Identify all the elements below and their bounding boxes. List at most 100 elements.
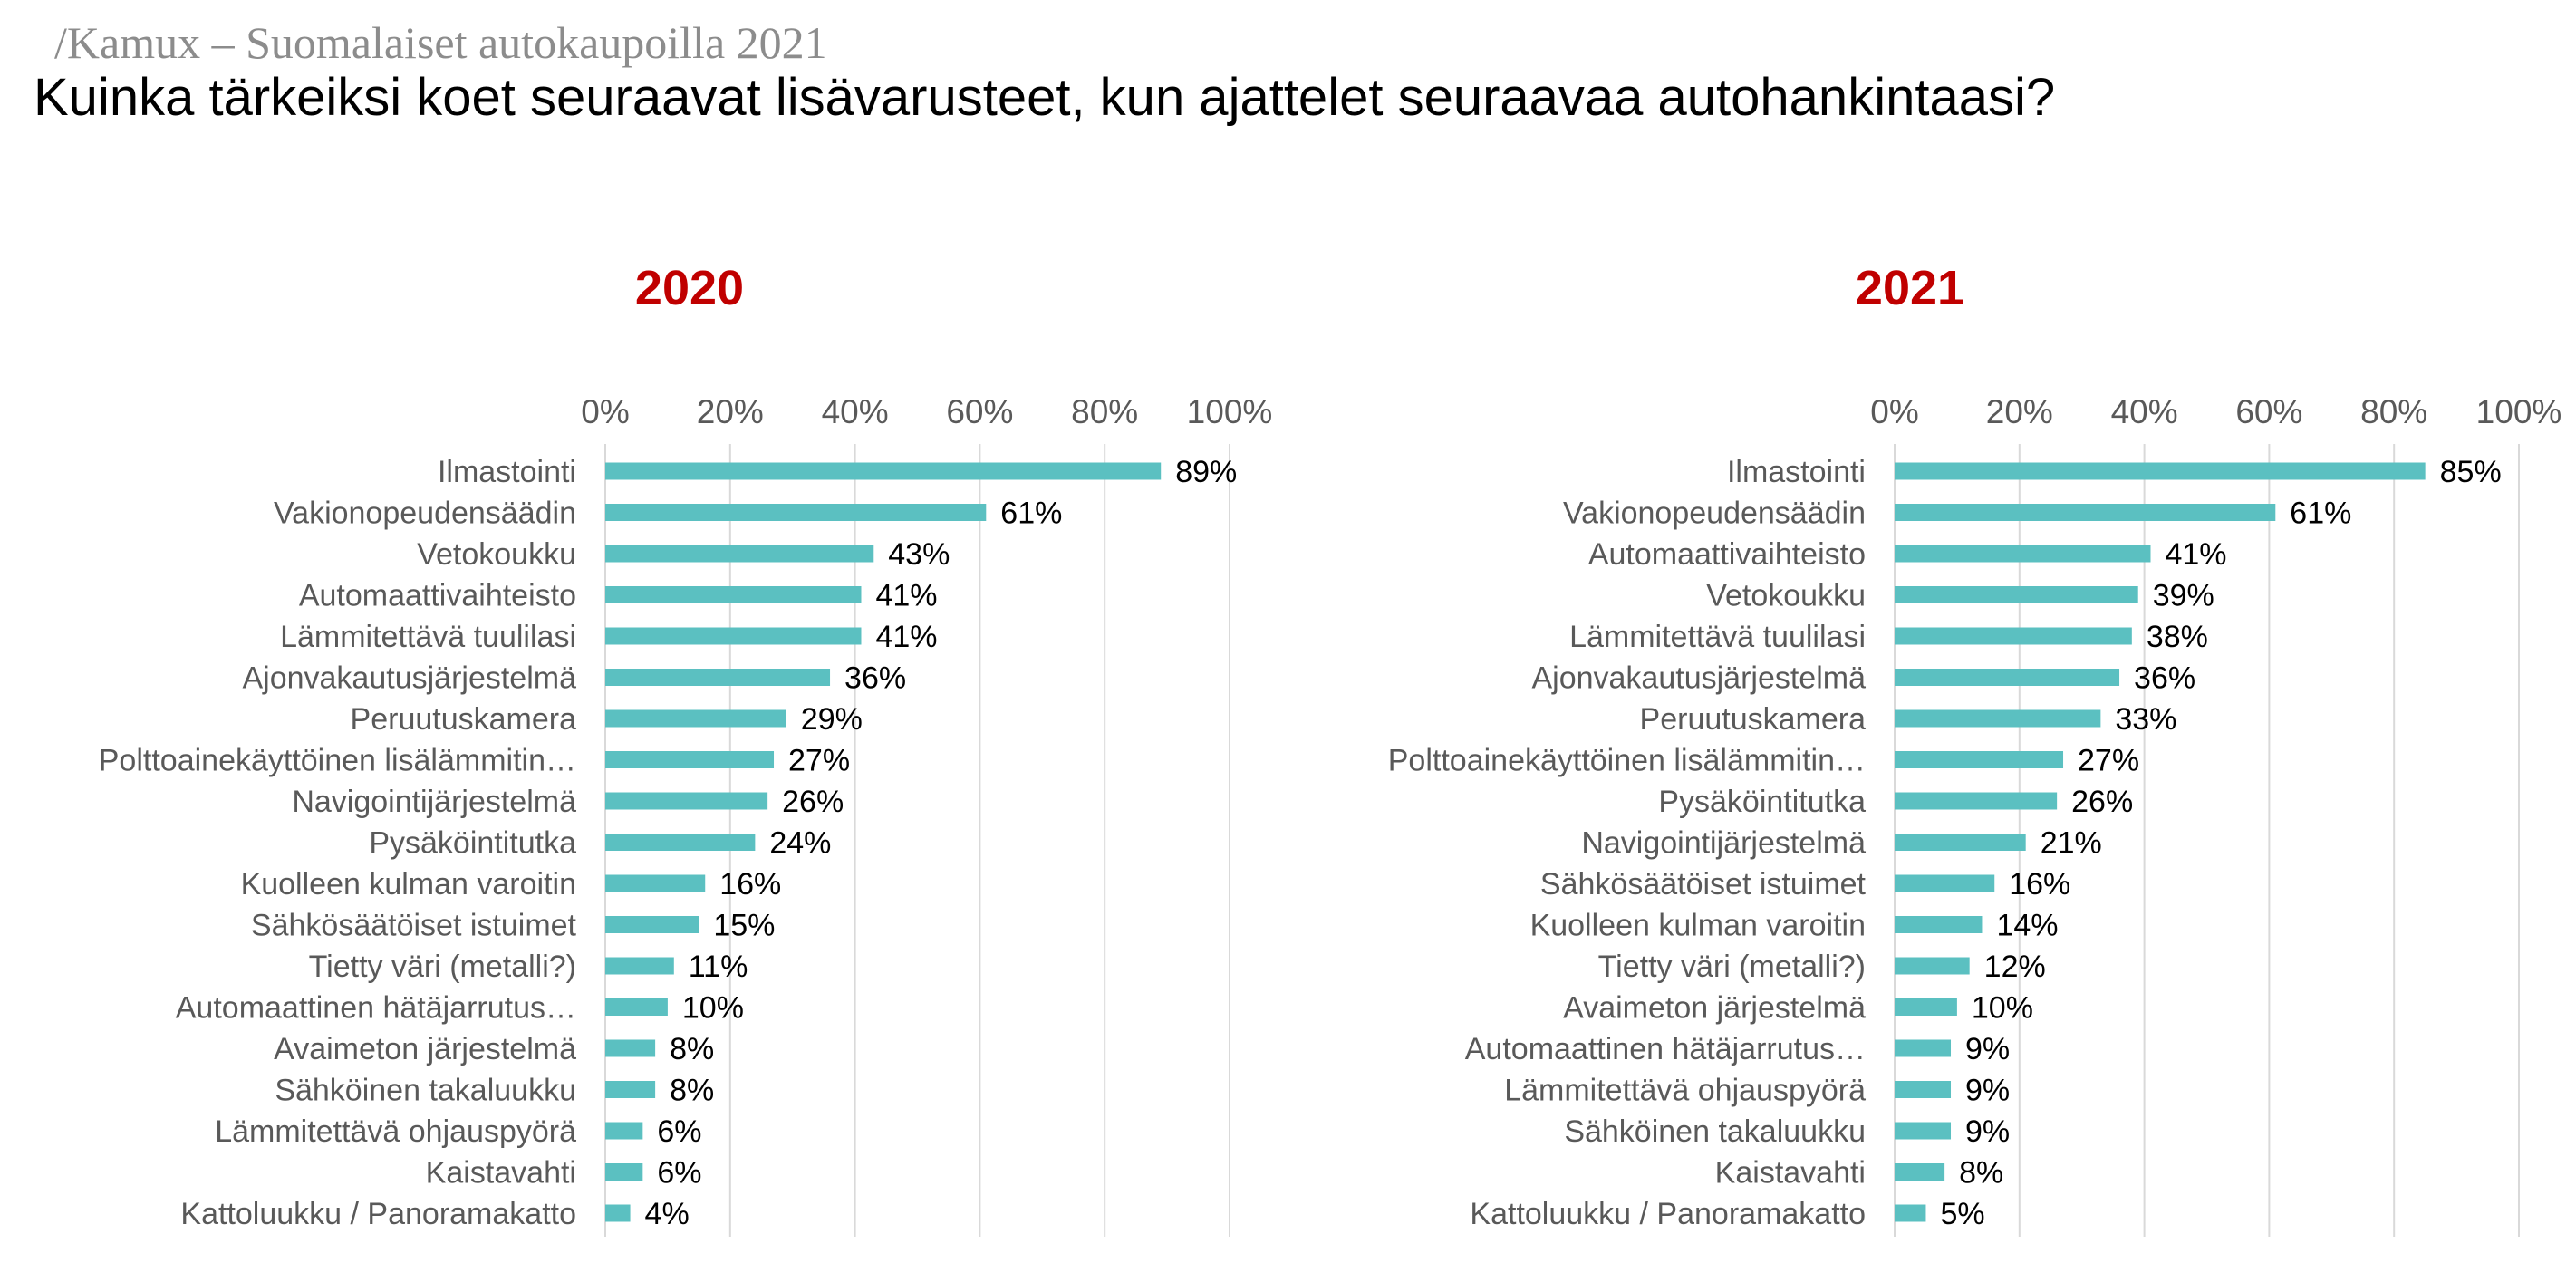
category-label: Automaattivaihteisto [1588,537,1866,572]
data-label: 4% [645,1197,690,1231]
category-label: Navigointijärjestelmä [1581,826,1866,861]
category-label: Ilmastointi [1727,455,1866,489]
bar [605,957,674,975]
bar [1895,957,1970,975]
bar [605,792,768,810]
category-label: Sähkösäätöiset istuimet [1540,867,1867,902]
category-label: Sähköinen takaluukku [1564,1114,1866,1149]
category-label: Lämmitettävä ohjauspyörä [215,1114,576,1149]
category-label: Kaistavahti [1715,1156,1866,1191]
data-label: 14% [1996,909,2058,943]
category-label: Polttoainekäyttöinen lisälämmitin… [1388,744,1866,778]
data-label: 36% [2134,661,2195,696]
data-label: 61% [2290,497,2351,531]
data-label: 12% [1984,950,2046,984]
bar [1895,586,2138,603]
category-label: Avaimeton järjestelmä [274,1032,576,1066]
bar [605,1204,631,1222]
category-label: Vakionopeudensäädin [274,497,576,531]
bar [1895,792,2058,810]
bar [605,916,699,933]
x-tick-label: 0% [581,393,629,430]
category-label: Kuolleen kulman varoitin [241,867,576,902]
x-tick-label: 20% [697,393,764,430]
bar [605,709,786,728]
category-label: Ajonvakautusjärjestelmä [242,661,576,696]
x-tick-label: 0% [1870,393,1918,430]
data-label: 89% [1175,455,1237,489]
bar [605,998,668,1016]
data-label: 21% [2041,826,2102,861]
data-label: 16% [2009,867,2070,902]
data-label: 27% [2078,744,2139,778]
category-label: Automaattinen hätäjarrutus… [176,991,576,1026]
x-tick-label: 40% [2111,393,2178,430]
data-label: 9% [1965,1074,2010,1108]
bar [1895,998,1957,1016]
bar [605,462,1162,480]
bar [605,586,862,603]
category-label: Peruutuskamera [351,702,577,737]
data-label: 9% [1965,1032,2010,1066]
data-label: 8% [670,1074,714,1108]
category-label: Sähköinen takaluukku [275,1074,576,1108]
data-label: 85% [2440,455,2502,489]
data-label: 10% [1972,991,2033,1026]
category-label: Polttoainekäyttöinen lisälämmitin… [99,744,576,778]
bar [605,1163,643,1181]
x-tick-label: 60% [2235,393,2302,430]
x-tick-label: 80% [1071,393,1138,430]
x-tick-label: 20% [1986,393,2053,430]
breadcrumb: /Kamux – Suomalaiset autokaupoilla 2021 [54,17,827,68]
bar [1895,1039,1952,1057]
category-label: Vetokoukku [1706,579,1866,613]
chart-title-2020: 2020 [635,261,744,315]
category-label: Tietty väri (metalli?) [1598,950,1866,984]
data-label: 10% [682,991,744,1026]
bar [605,751,775,768]
category-label: Pysäköintitutka [1658,785,1866,819]
category-label: Navigointijärjestelmä [292,785,576,819]
category-label: Peruutuskamera [1640,702,1867,737]
bar [605,1081,656,1098]
bar [1895,1204,1926,1222]
data-label: 26% [782,785,844,819]
data-label: 8% [1959,1156,2003,1191]
bar [1895,1081,1952,1098]
data-label: 11% [689,950,748,984]
bar [1895,1122,1952,1140]
bar [1895,916,1983,933]
data-label: 39% [2153,579,2214,613]
data-label: 15% [713,909,775,943]
data-label: 33% [2115,702,2176,737]
data-label: 6% [657,1156,701,1191]
category-label: Vakionopeudensäädin [1563,497,1866,531]
bar [1895,751,2064,768]
category-label: Kattoluukku / Panoramakatto [1470,1197,1866,1231]
bar [1895,874,1995,892]
data-label: 16% [719,867,781,902]
bar [605,1039,656,1057]
data-label: 41% [875,620,937,654]
category-label: Kuolleen kulman varoitin [1530,909,1866,943]
bar [1895,627,2132,645]
category-label: Automaattivaihteisto [299,579,576,613]
category-label: Avaimeton järjestelmä [1563,991,1866,1026]
data-label: 41% [875,579,937,613]
bar [1895,669,2120,686]
bar [605,669,831,686]
data-label: 8% [670,1032,714,1066]
data-label: 27% [788,744,850,778]
bar [605,627,862,645]
category-label: Lämmitettävä tuulilasi [1569,620,1866,654]
bar [1895,462,2426,480]
category-label: Vetokoukku [417,537,576,572]
chart-title-2021: 2021 [1856,261,1964,315]
category-label: Tietty väri (metalli?) [309,950,576,984]
x-tick-label: 100% [1187,393,1273,430]
x-tick-label: 100% [2476,393,2562,430]
data-label: 29% [801,702,863,737]
data-label: 6% [657,1114,701,1149]
data-label: 43% [888,537,950,572]
